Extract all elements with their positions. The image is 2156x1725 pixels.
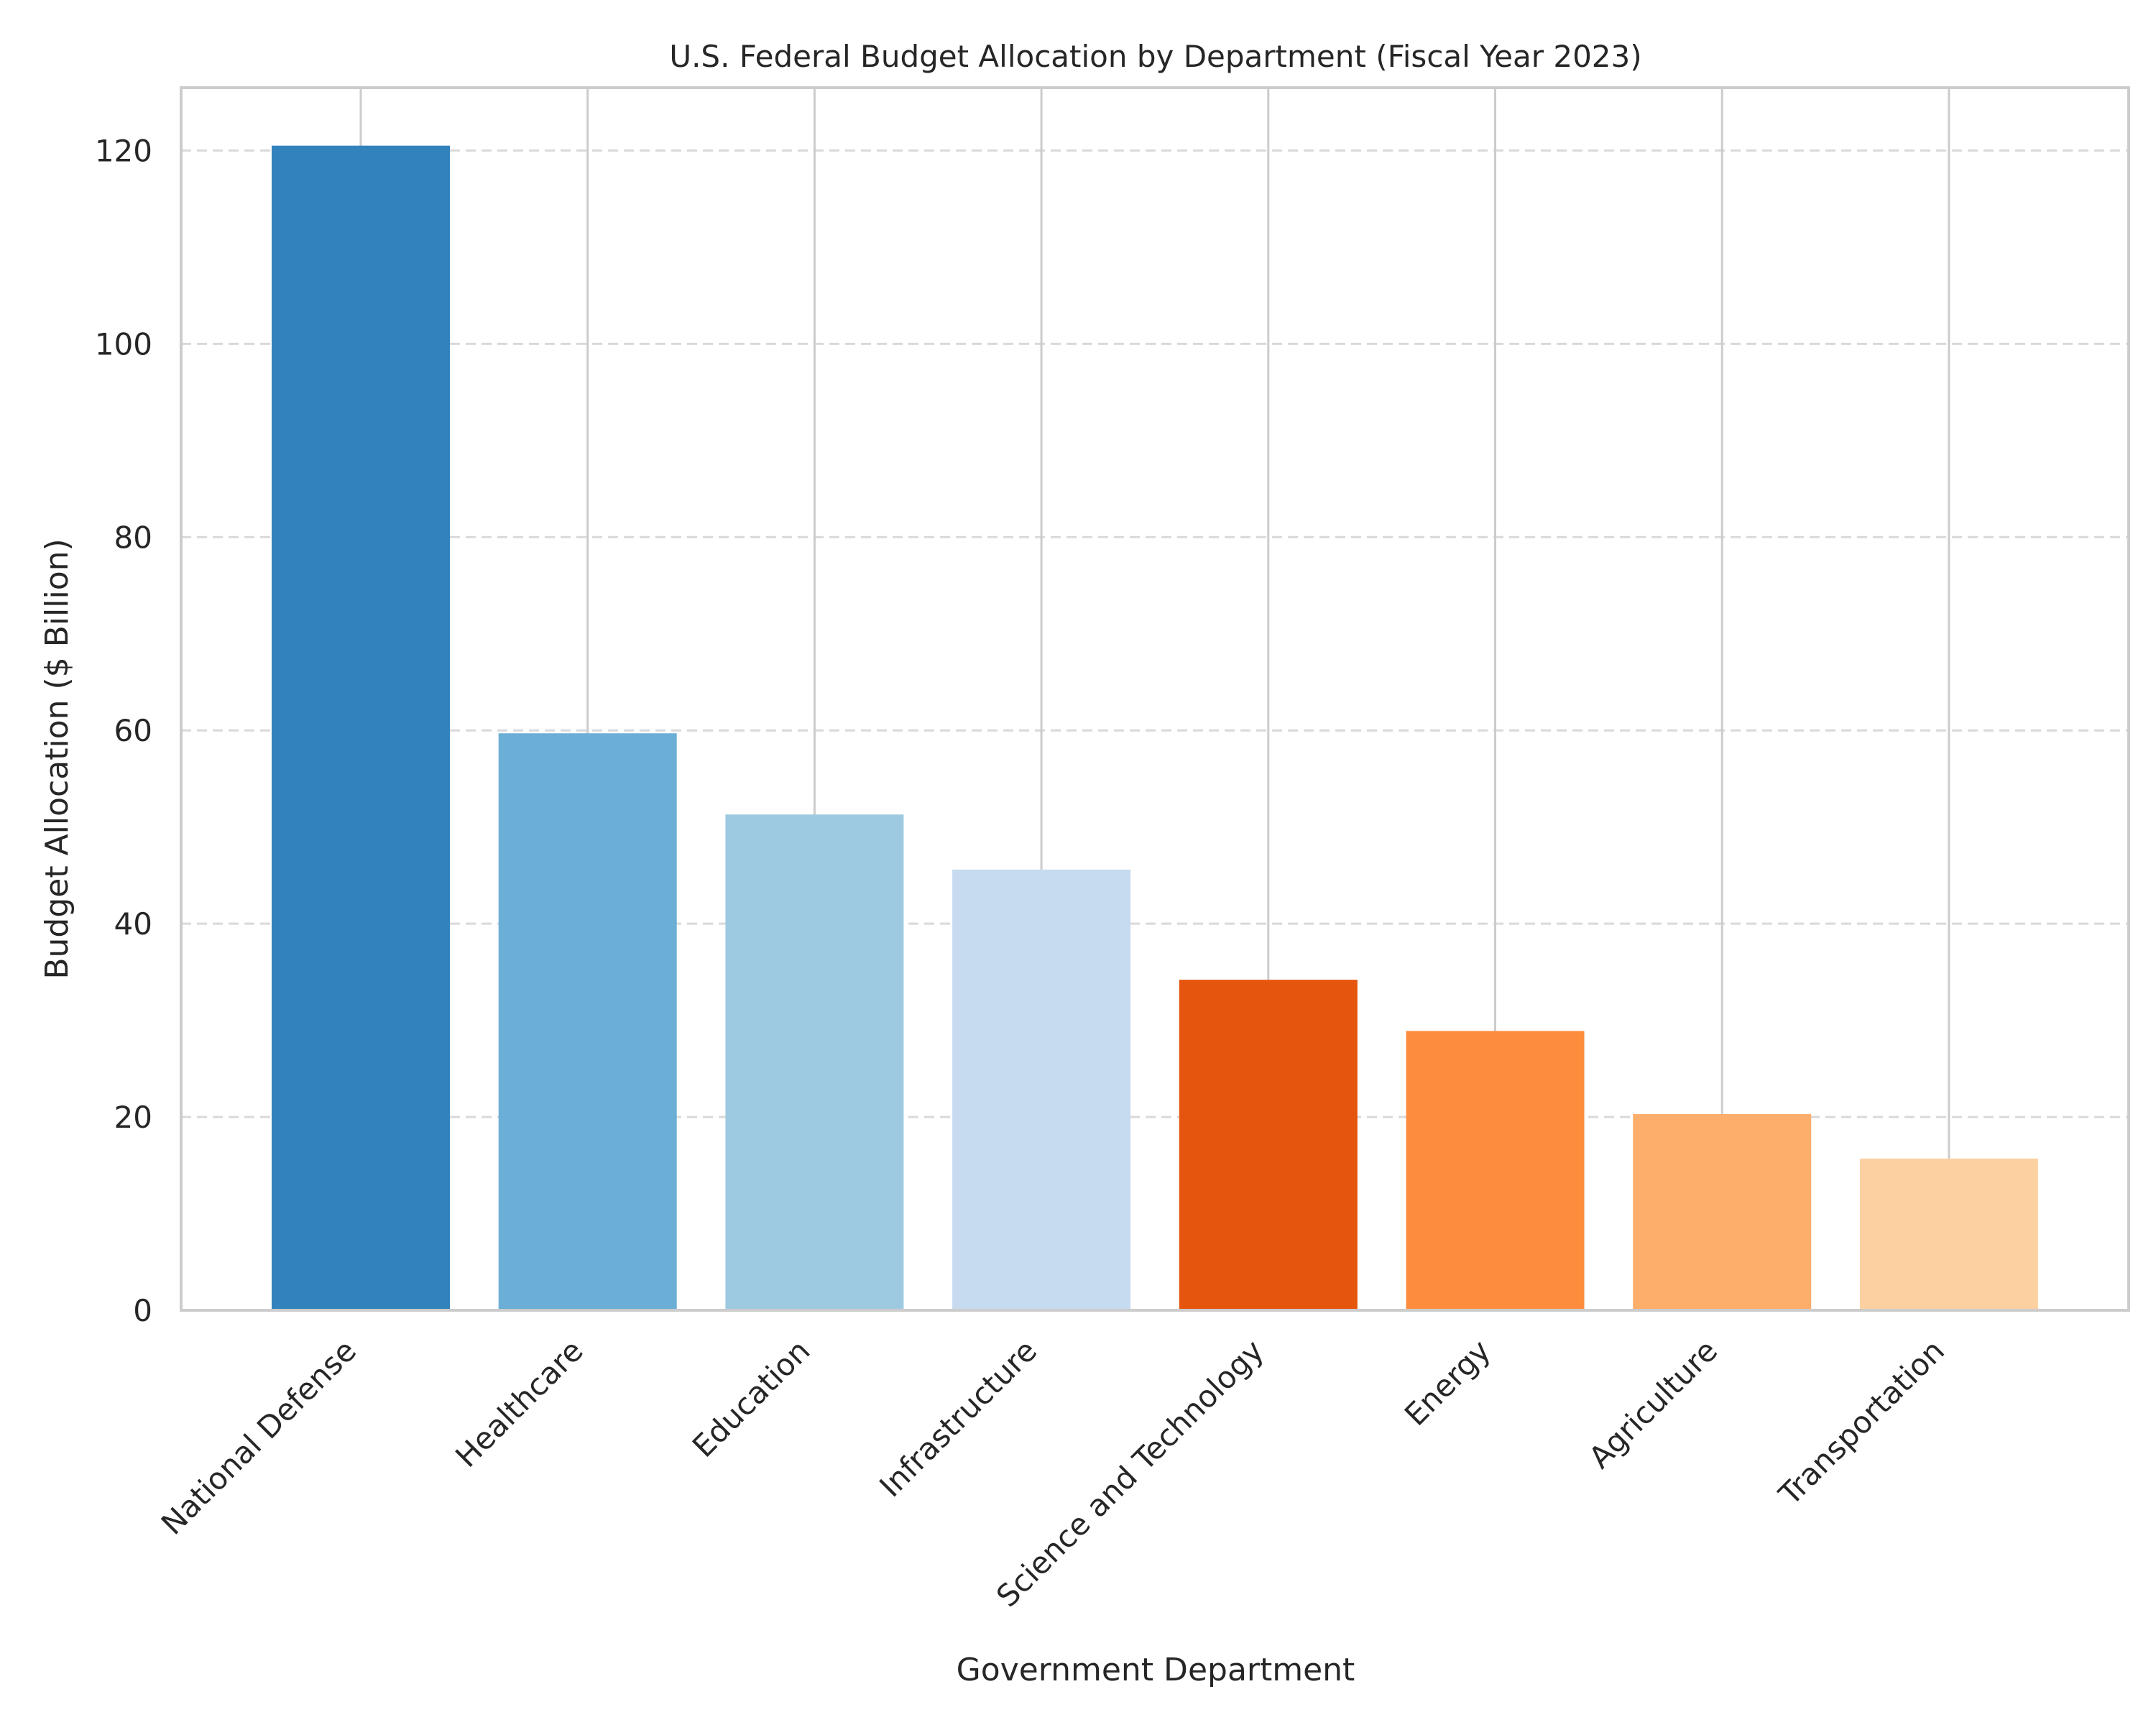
- y-tick-label: 0: [133, 1293, 152, 1328]
- y-tick-label: 80: [114, 520, 152, 555]
- x-axis-label: Government Department: [957, 1652, 1355, 1688]
- bar: [498, 733, 677, 1310]
- chart-title: U.S. Federal Budget Allocation by Depart…: [669, 39, 1641, 74]
- y-tick-label: 100: [95, 326, 152, 362]
- y-tick-label: 20: [114, 1100, 152, 1135]
- bar: [725, 814, 904, 1310]
- x-tick-label: Science and Technology: [990, 1333, 1271, 1614]
- y-tick-label: 40: [114, 906, 152, 942]
- bars: [272, 145, 2038, 1311]
- bar: [952, 869, 1131, 1310]
- bar: [1633, 1114, 1812, 1310]
- plot-frame: [180, 86, 2130, 1312]
- bar: [1179, 980, 1358, 1310]
- y-tick-label: 60: [114, 713, 152, 748]
- x-tick-label: Energy: [1398, 1333, 1498, 1432]
- grid-lines: [181, 88, 2129, 1310]
- bar: [272, 145, 450, 1311]
- y-tick-label: 120: [95, 133, 152, 168]
- x-tick-label: National Defense: [155, 1333, 363, 1541]
- x-tick-label: Education: [686, 1333, 817, 1464]
- y-axis-label: Budget Allocation ($ Billion): [39, 538, 75, 979]
- axes-frame: [180, 86, 2130, 1312]
- x-tick-label: Transportation: [1772, 1333, 1951, 1512]
- x-tick-label: Healthcare: [448, 1333, 590, 1474]
- x-tick-label: Agriculture: [1582, 1333, 1724, 1475]
- bar: [1406, 1031, 1585, 1310]
- bar: [1859, 1158, 2038, 1310]
- x-tick-label: Infrastructure: [872, 1333, 1044, 1504]
